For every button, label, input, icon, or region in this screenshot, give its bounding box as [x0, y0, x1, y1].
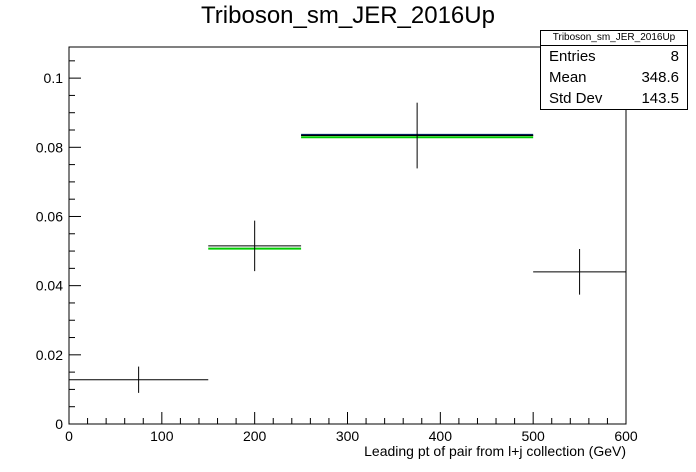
stats-box: Triboson_sm_JER_2016Up Entries 8 Mean 34…	[540, 30, 688, 110]
x-tick-label: 100	[150, 428, 174, 444]
y-tick-label: 0.02	[36, 347, 63, 363]
x-tick-label: 500	[521, 428, 545, 444]
x-tick-label: 200	[243, 428, 267, 444]
y-tick-label: 0.04	[36, 278, 63, 294]
x-tick-label: 400	[429, 428, 453, 444]
y-tick-label: 0	[55, 416, 63, 432]
stats-entries-value: 8	[670, 48, 679, 65]
stats-row-mean: Mean 348.6	[541, 67, 687, 88]
y-tick-label: 0.08	[36, 139, 63, 155]
x-tick-label: 300	[336, 428, 360, 444]
stats-std-label: Std Dev	[549, 90, 603, 107]
stats-title: Triboson_sm_JER_2016Up	[541, 31, 687, 46]
stats-mean-label: Mean	[549, 69, 587, 86]
y-tick-label: 0.1	[44, 70, 64, 86]
y-tick-label: 0.06	[36, 208, 63, 224]
x-axis-label: Leading pt of pair from l+j collection (…	[364, 443, 626, 459]
stats-mean-value: 348.6	[641, 69, 679, 86]
chart-title: Triboson_sm_JER_2016Up	[201, 2, 495, 29]
stats-row-entries: Entries 8	[541, 46, 687, 67]
x-tick-label: 600	[614, 428, 638, 444]
stats-std-value: 143.5	[641, 90, 679, 107]
stats-entries-label: Entries	[549, 48, 596, 65]
x-tick-label: 0	[65, 428, 73, 444]
stats-row-std: Std Dev 143.5	[541, 88, 687, 109]
